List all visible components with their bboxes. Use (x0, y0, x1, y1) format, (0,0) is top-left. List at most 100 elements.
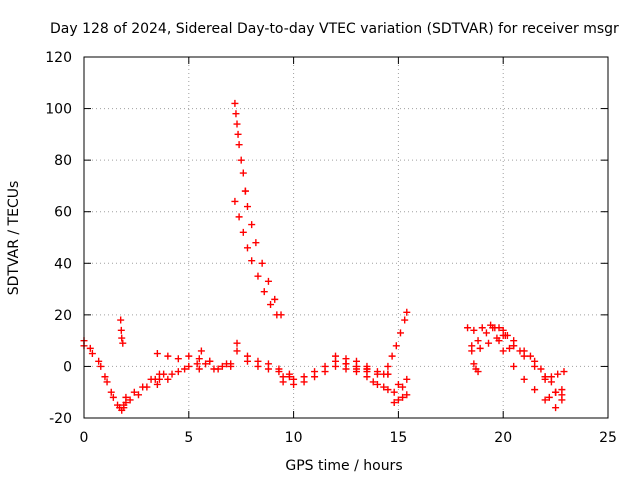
data-point (474, 368, 482, 376)
data-point (233, 347, 241, 355)
axis-ticks (83, 56, 609, 419)
data-point (235, 213, 243, 221)
data-point (258, 259, 266, 267)
data-point (231, 197, 239, 205)
data-point (485, 339, 493, 347)
y-axis-label: SDTVAR / TECUs (6, 181, 22, 296)
y-tick-label: 60 (54, 205, 72, 221)
data-point (174, 368, 182, 376)
data-point (401, 316, 409, 324)
data-point (468, 347, 476, 355)
data-point (233, 339, 241, 347)
plot-frame (83, 56, 609, 419)
data-point (122, 393, 130, 401)
series-arc-h (153, 350, 203, 363)
y-tick-label: 20 (54, 308, 72, 324)
x-tick-labels: 0 5 10 15 20 25 (80, 430, 617, 446)
series-arc-l (241, 187, 285, 319)
data-point (531, 386, 539, 394)
data-point (373, 370, 381, 378)
data-point (499, 347, 507, 355)
data-point (545, 393, 553, 401)
data-point (126, 396, 134, 404)
series-arc-ad (499, 347, 560, 412)
series-arc-aa (470, 360, 482, 376)
data-point (510, 342, 518, 350)
data-point (275, 368, 283, 376)
chart-title: Day 128 of 2024, Sidereal Day-to-day VTE… (50, 21, 619, 37)
data-point (399, 383, 407, 391)
x-axis-label: GPS time / hours (285, 458, 402, 474)
data-point (321, 368, 329, 376)
data-point (118, 334, 126, 342)
data-point (273, 311, 281, 319)
data-point (403, 391, 411, 399)
y-tick-label: 80 (54, 153, 72, 169)
data-point (101, 373, 109, 381)
data-point (264, 277, 272, 285)
x-tick-label: 15 (389, 430, 407, 446)
series-arc-v (369, 378, 407, 396)
data-point (243, 203, 251, 211)
series-arc-j (202, 360, 235, 373)
data-point (155, 375, 163, 383)
data-point (311, 373, 319, 381)
data-point (239, 169, 247, 177)
y-tick-labels: -20 0 20 40 60 80 100 120 (45, 50, 72, 427)
data-point (86, 344, 94, 352)
data-point (254, 272, 262, 280)
data-points (80, 99, 568, 414)
data-point (164, 352, 172, 360)
data-point (243, 357, 251, 365)
data-point (279, 378, 287, 386)
data-point (352, 365, 360, 373)
data-point (243, 244, 251, 252)
data-point (394, 396, 402, 404)
data-point (232, 110, 240, 118)
data-point (541, 375, 549, 383)
data-point (380, 383, 388, 391)
series-arc-t (380, 308, 411, 378)
data-point (554, 370, 562, 378)
data-point (369, 378, 377, 386)
data-point (526, 352, 534, 360)
data-point (394, 380, 402, 388)
data-point (185, 352, 193, 360)
data-point (174, 355, 182, 363)
data-point (285, 373, 293, 381)
data-point (234, 130, 242, 138)
x-tick-label: 10 (285, 430, 303, 446)
data-point (363, 373, 371, 381)
series-arc-af (541, 368, 568, 383)
data-point (119, 339, 127, 347)
data-point (210, 365, 218, 373)
data-point (478, 324, 486, 332)
data-point (380, 370, 388, 378)
data-point (271, 295, 279, 303)
series-arc-o (233, 347, 293, 381)
series-arc-m (231, 197, 281, 319)
data-point (495, 337, 503, 345)
data-point (237, 156, 245, 164)
data-point (88, 350, 96, 358)
x-tick-label: 5 (184, 430, 193, 446)
data-point (464, 324, 472, 332)
y-tick-label: 120 (45, 50, 72, 66)
data-point (476, 344, 484, 352)
data-point (248, 221, 256, 229)
data-point (193, 360, 201, 368)
data-point (541, 396, 549, 404)
data-point (552, 388, 560, 396)
data-point (510, 362, 518, 370)
data-point (197, 347, 205, 355)
data-point (120, 401, 128, 409)
series-arc-f (153, 362, 203, 388)
data-point (195, 355, 203, 363)
data-point (384, 362, 392, 370)
series-arc-z (468, 331, 518, 355)
data-point (403, 308, 411, 316)
data-point (241, 187, 249, 195)
data-point (260, 288, 268, 296)
data-point (392, 342, 400, 350)
